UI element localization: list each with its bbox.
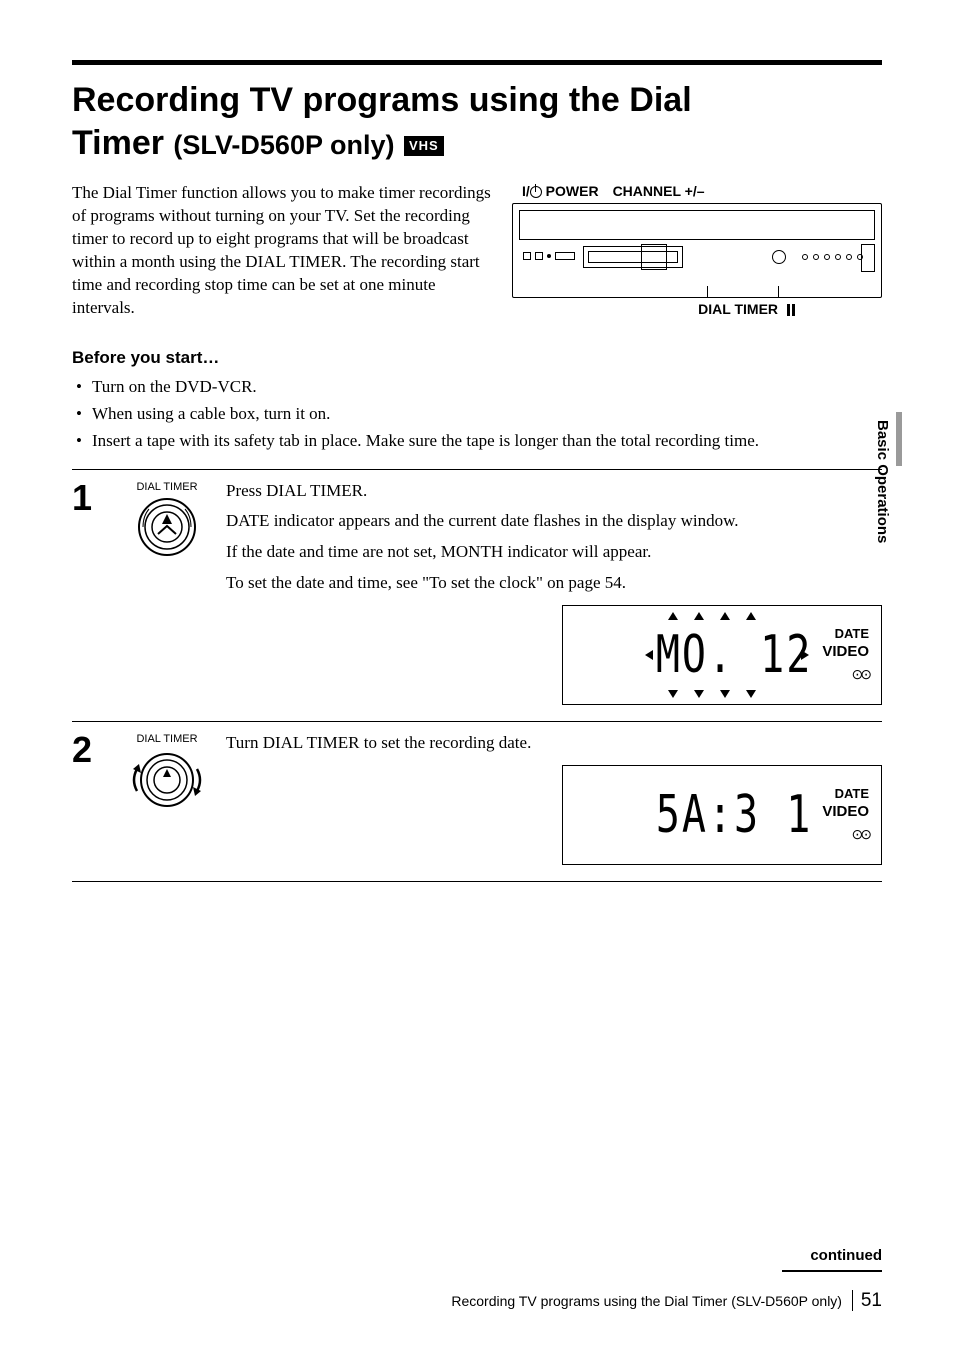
footer-title: Recording TV programs using the Dial Tim… bbox=[451, 1293, 842, 1309]
lcd-date-label: DATE bbox=[822, 785, 869, 803]
lcd-display: MO. 12 DATE VIDEO ⊙⊙ bbox=[562, 605, 882, 705]
tape-icon: ⊙⊙ bbox=[852, 825, 869, 844]
step-text: If the date and time are not set, MONTH … bbox=[226, 541, 882, 564]
lcd-display: 5A:3 1 DATE VIDEO ⊙⊙ bbox=[562, 765, 882, 865]
lcd-video-label: VIDEO bbox=[822, 642, 869, 662]
step-body: Press DIAL TIMER. DATE indicator appears… bbox=[226, 480, 882, 706]
top-rule bbox=[72, 60, 882, 65]
dial-icon bbox=[136, 496, 198, 558]
dial-timer-label: DIAL TIMER bbox=[698, 301, 778, 317]
list-item: When using a cable box, turn it on. bbox=[76, 403, 882, 426]
title-line-1: Recording TV programs using the Dial bbox=[72, 81, 692, 119]
power-icon bbox=[530, 186, 542, 198]
lcd-segment: MO. 12 bbox=[656, 620, 813, 690]
pause-icon bbox=[786, 302, 796, 321]
step-text: To set the date and time, see "To set th… bbox=[226, 572, 882, 595]
before-list: Turn on the DVD-VCR. When using a cable … bbox=[72, 376, 882, 453]
title-line-2a: Timer bbox=[72, 124, 173, 162]
intro-paragraph: The Dial Timer function allows you to ma… bbox=[72, 182, 492, 321]
step-2: 2 DIAL TIMER Turn DIAL TIMER to set the … bbox=[72, 732, 882, 865]
side-tab-marker bbox=[896, 412, 902, 466]
side-tab: Basic Operations bbox=[872, 420, 892, 543]
device-diagram: I/ POWER CHANNEL +/– DIAL TI bbox=[512, 182, 882, 321]
divider bbox=[72, 881, 882, 882]
lcd-video-label: VIDEO bbox=[822, 802, 869, 822]
power-label: I/ POWER bbox=[522, 182, 599, 201]
dial-timer-icon: DIAL TIMER bbox=[122, 480, 212, 559]
step-number: 1 bbox=[72, 480, 108, 516]
dial-timer-icon: DIAL TIMER bbox=[122, 732, 212, 811]
vhs-badge: VHS bbox=[404, 136, 444, 156]
tape-icon: ⊙⊙ bbox=[852, 665, 869, 684]
step-text: DATE indicator appears and the current d… bbox=[226, 510, 882, 533]
step-text: Press DIAL TIMER. bbox=[226, 480, 882, 503]
divider bbox=[72, 721, 882, 722]
step-body: Turn DIAL TIMER to set the recording dat… bbox=[226, 732, 882, 865]
continued-rule bbox=[782, 1270, 882, 1272]
vcr-illustration bbox=[512, 203, 882, 298]
step-text: Turn DIAL TIMER to set the recording dat… bbox=[226, 732, 882, 755]
callout-line bbox=[707, 286, 708, 298]
page-title: Recording TV programs using the Dial Tim… bbox=[72, 79, 882, 164]
channel-label: CHANNEL +/– bbox=[613, 182, 705, 201]
lcd-segment: 5A:3 1 bbox=[656, 780, 813, 850]
step-1: 1 DIAL TIMER Press DIAL TIMER. DATE indi… bbox=[72, 480, 882, 706]
continued-label: continued bbox=[72, 1246, 882, 1266]
list-item: Insert a tape with its safety tab in pla… bbox=[76, 430, 882, 453]
before-heading: Before you start… bbox=[72, 347, 882, 370]
divider bbox=[72, 469, 882, 470]
page-footer: continued Recording TV programs using th… bbox=[72, 1246, 882, 1314]
list-item: Turn on the DVD-VCR. bbox=[76, 376, 882, 399]
step-number: 2 bbox=[72, 732, 108, 768]
page-number: 51 bbox=[852, 1290, 882, 1311]
lcd-date-label: DATE bbox=[822, 625, 869, 643]
title-line-2b: (SLV-D560P only) bbox=[173, 130, 394, 160]
dial-turn-icon bbox=[129, 749, 205, 811]
callout-line bbox=[778, 286, 779, 298]
